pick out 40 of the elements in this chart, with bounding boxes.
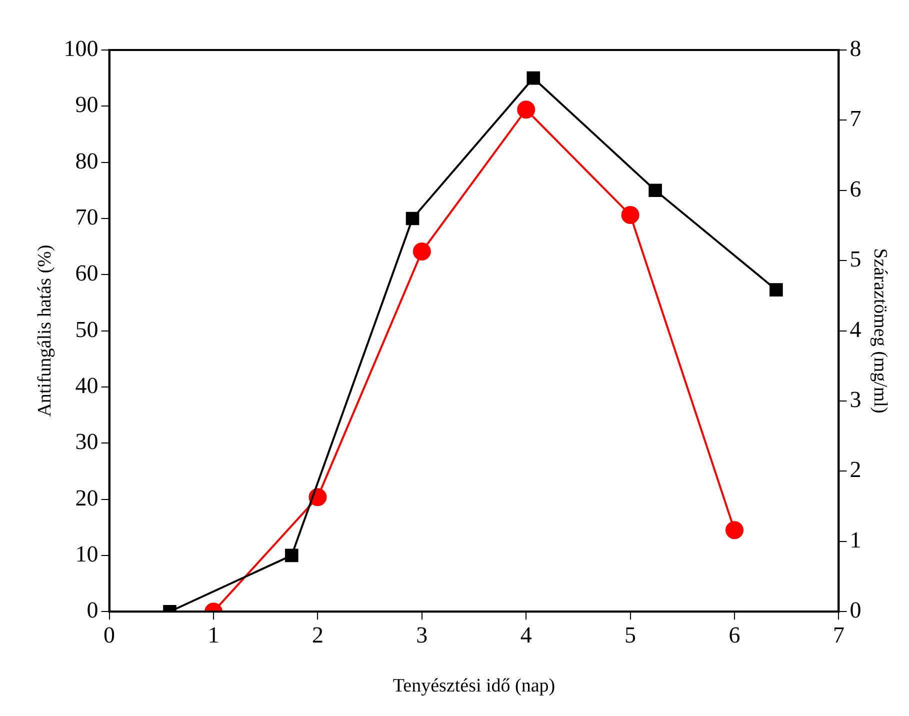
- y-tick-label: 30: [75, 429, 98, 454]
- y-tick-label: 0: [86, 598, 98, 623]
- point: [517, 100, 536, 119]
- y-tick-label: 100: [64, 36, 98, 62]
- y2-tick-label: 2: [850, 457, 862, 482]
- y2-axis-title: Száraztömeg (mg/ml): [870, 248, 891, 414]
- y2-tick-label: 6: [850, 176, 862, 202]
- y-tick-label: 40: [75, 373, 98, 398]
- y-tick-label: 90: [75, 92, 98, 118]
- x-tick-label: 0: [104, 622, 116, 648]
- point: [406, 212, 420, 226]
- x-tick-label: 3: [416, 622, 428, 648]
- x-tick-label: 4: [520, 622, 532, 648]
- y2-tick-label: 8: [850, 36, 862, 62]
- y2-tick-label: 3: [850, 387, 862, 412]
- point: [526, 71, 540, 85]
- x-tick-label: 7: [832, 622, 844, 648]
- y-tick-label: 70: [75, 204, 98, 230]
- y-tick-label: 10: [75, 541, 98, 566]
- y-axis-title: Antifungális hatás (%): [34, 244, 56, 417]
- y2-tick-label: 7: [850, 106, 862, 132]
- x-tick-label: 2: [312, 622, 324, 648]
- y2-tick-label: 5: [850, 246, 862, 272]
- x-tick-label: 6: [728, 622, 740, 648]
- point: [621, 206, 640, 224]
- point: [770, 283, 783, 296]
- y-tick-label: 50: [75, 316, 98, 342]
- x-axis-title: Tenyésztési idő (nap): [392, 676, 556, 697]
- x-tick-label: 1: [208, 622, 220, 648]
- point: [412, 242, 431, 260]
- y-tick-label: 20: [75, 485, 98, 510]
- y-tick-label: 80: [75, 148, 98, 174]
- y2-tick-label: 1: [850, 527, 862, 552]
- point: [648, 184, 662, 198]
- point: [284, 548, 298, 562]
- x-tick-label: 5: [624, 622, 636, 648]
- y2-tick-label: 0: [850, 598, 862, 623]
- y-tick-label: 60: [75, 260, 98, 286]
- point: [726, 521, 744, 540]
- y2-tick-label: 4: [850, 316, 862, 342]
